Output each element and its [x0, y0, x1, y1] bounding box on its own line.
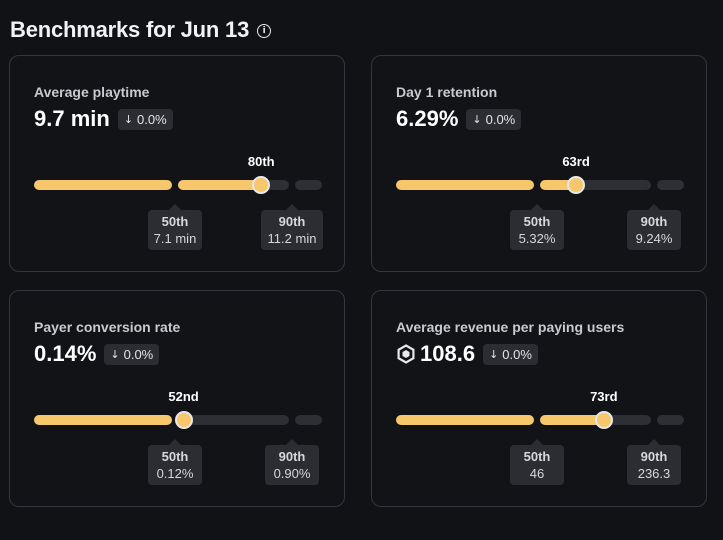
arrow-down-icon: ↓	[123, 112, 134, 126]
p90-value: 0.90%	[273, 466, 311, 481]
bar-segment-low	[34, 415, 172, 425]
bar-segment-low	[34, 180, 172, 190]
p90-value: 236.3	[637, 466, 671, 481]
arrow-down-icon: ↓	[472, 112, 482, 126]
bar-segment-mid-fill	[540, 180, 577, 190]
bar-segment-high	[295, 180, 322, 190]
p90-rank: 90th	[640, 214, 668, 229]
percentile-marker	[174, 411, 193, 429]
p50-value: 7.1 min	[153, 231, 197, 246]
delta-value: 0.0%	[123, 346, 154, 362]
page-header: Benchmarks for Jun 13 i	[10, 17, 272, 43]
p90-rank: 90th	[640, 449, 668, 464]
metric-value-row: 6.29% ↓ 0.0%	[396, 106, 522, 132]
percentile-label: 63rd	[562, 154, 590, 169]
bar-segment-high	[657, 415, 684, 425]
percentile-marker	[594, 411, 613, 429]
bar-segment-mid-fill	[178, 180, 262, 190]
bar-segment-mid-fill	[540, 415, 604, 425]
bar-segment-mid	[540, 180, 651, 190]
p50-rank: 50th	[161, 214, 189, 229]
delta-value: 0.0%	[137, 111, 167, 127]
p50-tooltip: 50th 46	[510, 439, 564, 485]
delta-badge: ↓ 0.0%	[466, 108, 522, 130]
metric-value-row: 108.6 ↓ 0.0%	[396, 341, 538, 367]
p90-tooltip: 90th 11.2 min	[261, 204, 323, 250]
arrow-down-icon: ↓	[110, 347, 120, 361]
arrow-down-icon: ↓	[489, 347, 499, 361]
p50-tooltip: 50th 0.12%	[148, 439, 202, 485]
delta-badge: ↓ 0.0%	[104, 343, 160, 365]
bar-segment-high	[657, 180, 684, 190]
metric-value: 108.6	[420, 341, 476, 366]
p90-tooltip: 90th 0.90%	[265, 439, 319, 485]
p50-tooltip: 50th 7.1 min	[148, 204, 202, 250]
metric-value: 0.14%	[34, 341, 97, 366]
p50-value: 5.32%	[518, 231, 556, 246]
percentile-label: 73rd	[590, 389, 618, 404]
delta-value: 0.0%	[485, 111, 516, 127]
bar-segment-high	[295, 415, 322, 425]
p50-value: 46	[529, 466, 545, 481]
metric-value: 6.29%	[396, 106, 459, 131]
metric-label: Average revenue per paying users	[396, 319, 625, 335]
metric-value: 9.7 min	[34, 106, 110, 131]
bar-segment-low	[396, 415, 534, 425]
delta-value: 0.0%	[502, 346, 532, 362]
p90-tooltip: 90th 236.3	[627, 439, 681, 485]
p90-value: 11.2 min	[267, 231, 317, 246]
p90-tooltip: 90th 9.24%	[627, 204, 681, 250]
percentile-marker	[567, 176, 586, 194]
bar-segment-low	[396, 180, 534, 190]
p50-tooltip: 50th 5.32%	[510, 204, 564, 250]
p50-rank: 50th	[161, 449, 189, 464]
p90-value: 9.24%	[635, 231, 673, 246]
metric-label: Payer conversion rate	[34, 319, 181, 335]
metric-label: Day 1 retention	[396, 84, 498, 100]
metric-label: Average playtime	[34, 84, 150, 100]
robux-icon	[397, 344, 415, 364]
percentile-label: 52nd	[168, 389, 199, 404]
info-icon[interactable]: i	[257, 24, 272, 38]
bar-segment-mid	[178, 415, 289, 425]
benchmark-card-day1-retention: Day 1 retention 6.29% ↓ 0.0% 63rd 50th 5…	[371, 55, 707, 272]
bar-segment-mid	[178, 180, 289, 190]
p90-rank: 90th	[278, 214, 306, 229]
percentile-label: 80th	[247, 154, 275, 169]
page-title: Benchmarks for Jun 13	[10, 17, 250, 42]
delta-badge: ↓ 0.0%	[117, 108, 173, 130]
benchmark-card-average-playtime: Average playtime 9.7 min ↓ 0.0% 80th 50t…	[9, 55, 345, 272]
metric-value-row: 9.7 min ↓ 0.0%	[34, 106, 173, 132]
delta-badge: ↓ 0.0%	[483, 343, 538, 365]
p50-rank: 50th	[523, 214, 551, 229]
benchmark-card-payer-conversion: Payer conversion rate 0.14% ↓ 0.0% 52nd …	[9, 290, 345, 507]
metric-value-row: 0.14% ↓ 0.0%	[34, 341, 160, 367]
p90-rank: 90th	[278, 449, 306, 464]
p50-rank: 50th	[523, 449, 551, 464]
percentile-marker	[252, 176, 271, 194]
benchmark-card-arppu: Average revenue per paying users 108.6 ↓…	[371, 290, 707, 507]
p50-value: 0.12%	[156, 466, 194, 481]
